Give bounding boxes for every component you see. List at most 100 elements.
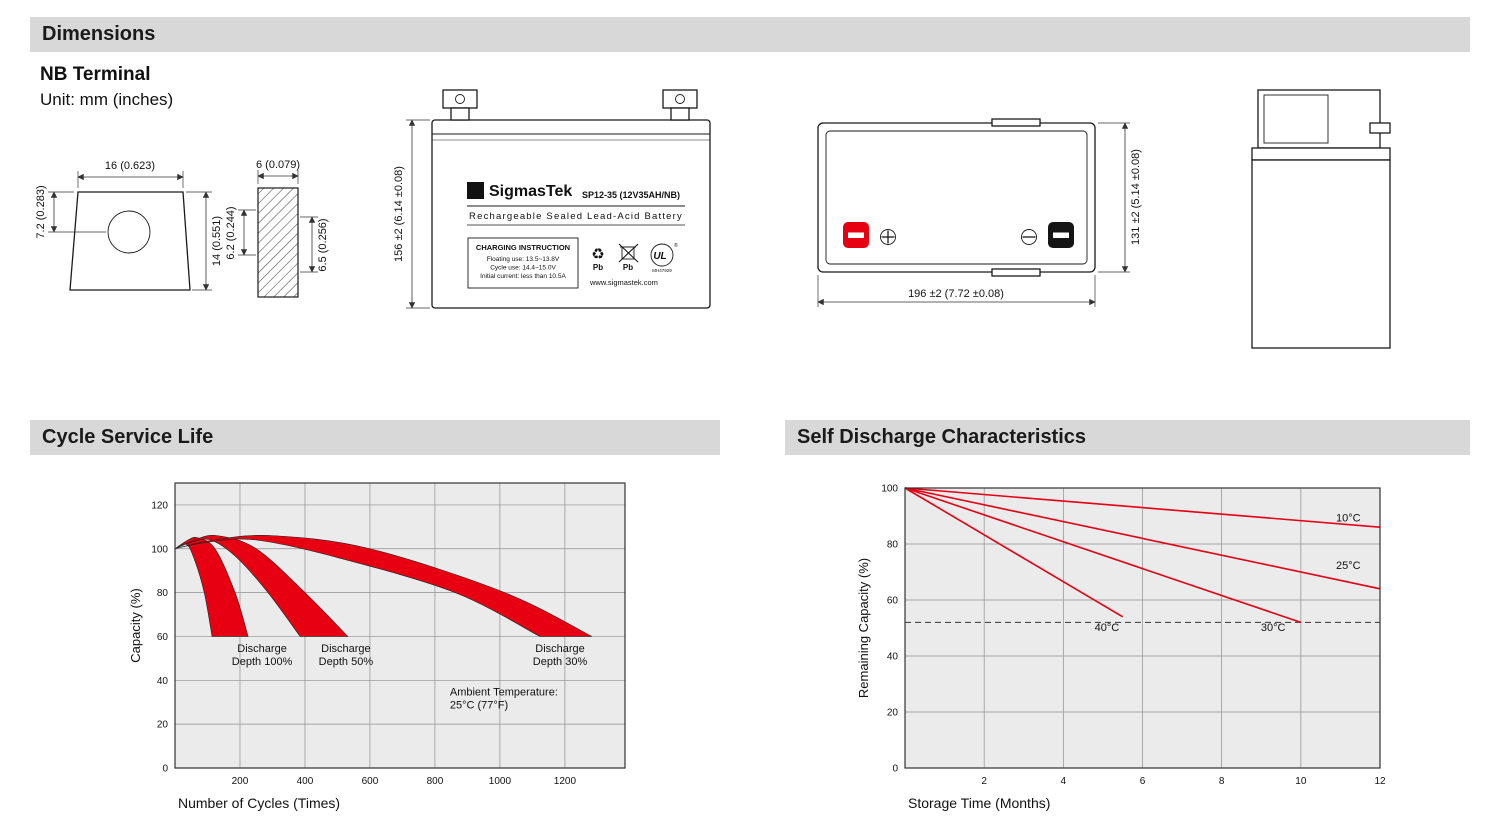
- plot-border: [174, 482, 626, 769]
- self-discharge-title: Self Discharge Characteristics: [797, 426, 1087, 448]
- annotation: Depth 30%: [533, 656, 588, 668]
- website-label: www.sigmastek.com: [589, 278, 658, 287]
- nb-terminal-label: NB Terminal: [40, 64, 151, 85]
- pb-recycle-icon: ♻: [591, 246, 604, 263]
- dimensions-title: Dimensions: [42, 23, 156, 45]
- dimensions-header-bar: Dimensions: [30, 17, 1470, 52]
- annotation: Depth 50%: [319, 656, 374, 668]
- ul-text: UL: [653, 251, 666, 262]
- annotation: Discharge: [237, 643, 287, 655]
- y-tick-label: 40: [157, 676, 169, 687]
- dim-top-width: 196 ±2 (7.72 ±0.08): [908, 288, 1004, 300]
- x-tick-label: 200: [232, 776, 249, 787]
- ul-mark-icon: UL ® MH47929: [650, 242, 678, 273]
- x-tick-label: 400: [297, 776, 314, 787]
- unit-label: Unit: mm (inches): [40, 90, 174, 109]
- annotation: Discharge: [535, 643, 585, 655]
- line-10°C: [904, 487, 1381, 528]
- band-Discharge Depth 50%: [174, 534, 349, 637]
- charging-line: Cycle use: 14.4~15.0V: [490, 265, 556, 272]
- x-tick-label: 10: [1295, 776, 1307, 787]
- dim-top-depth: 131 ±2 (5.14 ±0.08): [1130, 149, 1142, 245]
- series-label: 10°C: [1336, 513, 1361, 525]
- x-tick-label: 1200: [554, 776, 577, 787]
- self-discharge-header-bar: Self Discharge Characteristics: [785, 420, 1470, 455]
- series-label: 40°C: [1095, 622, 1120, 634]
- dim-section-left: 6.2 (0.244): [225, 206, 237, 259]
- dim-section-right: 6.5 (0.256): [317, 218, 329, 271]
- y-axis-label: Capacity (%): [128, 588, 143, 662]
- annotation: Discharge: [321, 643, 371, 655]
- line-30°C: [904, 487, 1302, 624]
- band-Discharge Depth 100%: [174, 536, 249, 637]
- x-tick-label: 1000: [489, 776, 512, 787]
- x-tick-label: 12: [1374, 776, 1386, 787]
- charging-title: CHARGING INSTRUCTION: [476, 243, 570, 252]
- terminal-front-view: 16 (0.623) 7.2 (0.283) 14 (0.551): [35, 160, 223, 291]
- y-tick-label: 0: [162, 764, 168, 775]
- band-Discharge Depth 30%: [174, 534, 592, 637]
- annotation: Depth 100%: [232, 656, 293, 668]
- y-tick-label: 60: [157, 632, 169, 643]
- annotation: 25°C (77°F): [450, 700, 508, 712]
- series-label: 25°C: [1336, 560, 1361, 572]
- line-40°C: [904, 487, 1124, 618]
- x-tick-label: 8: [1219, 776, 1225, 787]
- y-tick-label: 120: [151, 500, 168, 511]
- brand-logo-glyph: Σ: [472, 184, 480, 199]
- dim-terminal-width: 16 (0.623): [105, 160, 155, 172]
- y-tick-label: 100: [151, 544, 168, 555]
- x-axis-label: Number of Cycles (Times): [178, 795, 340, 811]
- dimensions-drawing: 16 (0.623) 7.2 (0.283) 14 (0.551) 6 (0.0…: [35, 89, 1391, 349]
- x-tick-label: 4: [1061, 776, 1067, 787]
- minus-symbol-icon: [1021, 229, 1037, 245]
- charging-line: Initial current: less than 10.5A: [480, 273, 566, 280]
- series-label: 30°C: [1261, 622, 1286, 634]
- battery-type-label: Rechargeable Sealed Lead-Acid Battery: [469, 211, 683, 222]
- brand-logo-icon: [467, 182, 484, 199]
- terminal-post-right: [662, 89, 698, 121]
- y-tick-label: 80: [887, 540, 899, 551]
- charging-line: Floating use: 13.5~13.8V: [487, 256, 560, 263]
- battery-top-view: 196 ±2 (7.72 ±0.08) 131 ±2 (5.14 ±0.08): [817, 118, 1142, 307]
- x-tick-label: 6: [1140, 776, 1146, 787]
- pb-label-right: Pb: [623, 263, 633, 272]
- y-tick-label: 0: [892, 764, 898, 775]
- y-tick-label: 100: [881, 484, 898, 495]
- y-tick-label: 40: [887, 652, 899, 663]
- model-number: SP12-35 (12V35AH/NB): [582, 190, 680, 200]
- battery-front-view: Σ SigmasTek SP12-35 (12V35AH/NB) Recharg…: [393, 89, 711, 309]
- y-tick-label: 20: [157, 720, 169, 731]
- black-terminal: [1048, 222, 1074, 248]
- pb-label-left: Pb: [593, 263, 603, 272]
- cycle-service-life-header-bar: Cycle Service Life: [30, 420, 720, 455]
- cycle-service-life-title: Cycle Service Life: [42, 426, 214, 448]
- plot-border: [904, 487, 1381, 769]
- terminal-cross-section: 6 (0.079) 6.2 (0.244) 6.5 (0.256): [225, 159, 329, 298]
- line-25°C: [904, 487, 1381, 590]
- y-tick-label: 20: [887, 708, 899, 719]
- x-tick-label: 2: [981, 776, 987, 787]
- dim-terminal-height: 14 (0.551): [211, 216, 223, 266]
- dim-front-height: 156 ±2 (6.14 ±0.08): [393, 166, 405, 262]
- x-axis-label: Storage Time (Months): [908, 795, 1050, 811]
- self-discharge-chart: 10°C 25°C 30°C 40°C 2 4 6 8 10 12 0 20 40 60 80 100 Rema…: [856, 484, 1386, 812]
- dim-terminal-upper-height: 7.2 (0.283): [35, 185, 47, 238]
- red-terminal: [843, 222, 869, 248]
- battery-side-view: [1251, 89, 1391, 349]
- x-tick-label: 800: [427, 776, 444, 787]
- terminal-post-left: [442, 89, 478, 121]
- x-tick-label: 600: [362, 776, 379, 787]
- y-axis-label: Remaining Capacity (%): [856, 558, 871, 698]
- charging-instruction-box: CHARGING INSTRUCTION Floating use: 13.5~…: [467, 237, 579, 289]
- brand-name: SigmasTek: [489, 183, 572, 200]
- y-tick-label: 60: [887, 596, 899, 607]
- annotation: Ambient Temperature:: [450, 687, 558, 699]
- y-tick-label: 80: [157, 588, 169, 599]
- pb-bin-icon: [618, 243, 639, 263]
- plus-symbol-icon: [880, 229, 896, 245]
- cycle-service-life-chart: 200 400 600 800 1000 1200 0 20 40 60 80 100 120 Disch…: [128, 482, 626, 811]
- ul-code: MH47929: [652, 268, 672, 273]
- dim-section-width: 6 (0.079): [256, 159, 300, 171]
